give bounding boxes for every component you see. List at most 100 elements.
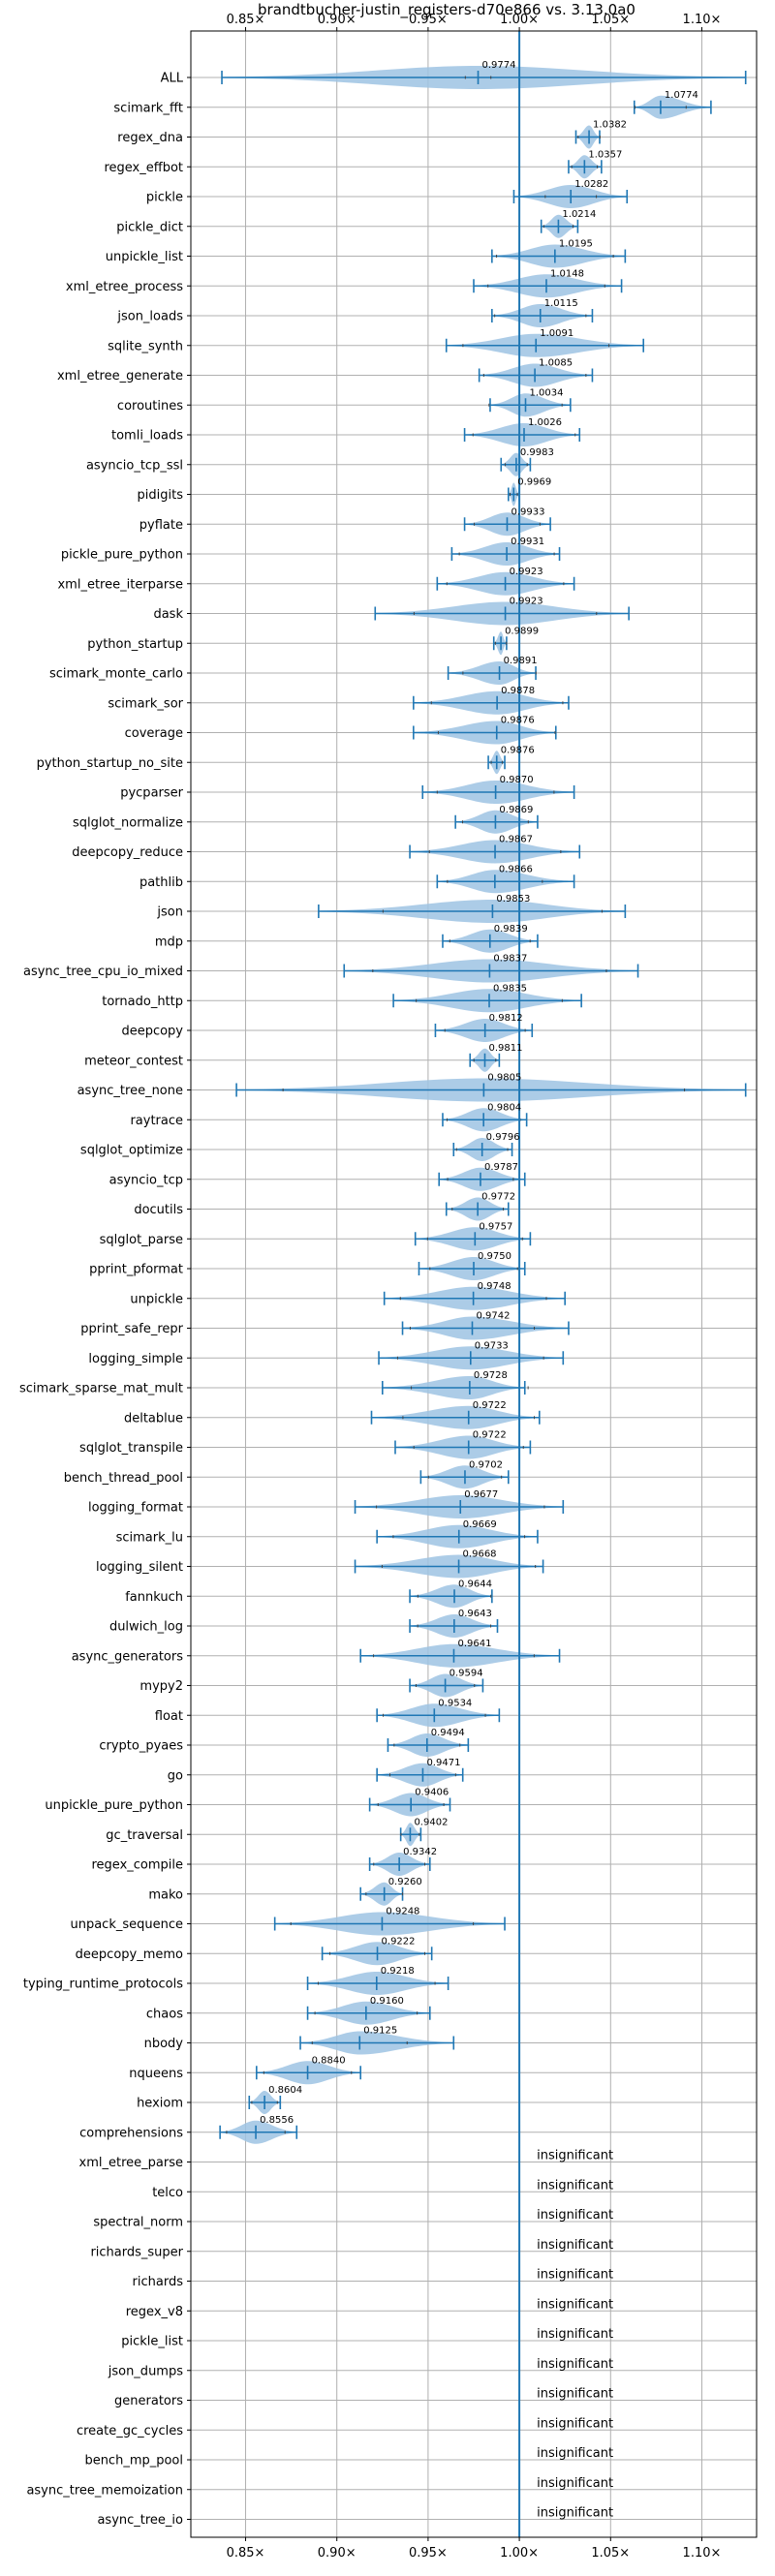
value-label: 0.9853 — [496, 894, 530, 905]
y-tick-label: typing_runtime_protocols — [23, 1978, 183, 1992]
y-tick-label: xml_etree_process — [66, 280, 183, 294]
x-tick-label-bottom: 1.00× — [500, 2546, 539, 2561]
value-label: 0.9931 — [511, 537, 544, 547]
value-label: 0.9867 — [499, 835, 533, 845]
x-tick-label-top: 0.85× — [227, 13, 265, 27]
y-tick-label: create_gc_cycles — [77, 2424, 183, 2438]
y-tick-label: pidigits — [138, 488, 184, 503]
value-label: 1.0282 — [574, 179, 608, 190]
y-tick-label: deepcopy_memo — [76, 1947, 183, 1962]
y-tick-label: unpack_sequence — [70, 1917, 183, 1932]
value-label: 0.9218 — [381, 1966, 415, 1977]
x-tick-label-bottom: 1.10× — [683, 2546, 722, 2561]
value-label: 0.9402 — [414, 1817, 448, 1827]
y-tick-label: python_startup — [87, 637, 183, 652]
y-tick-label: nbody — [144, 2037, 184, 2051]
y-tick-label: regex_v8 — [126, 2305, 183, 2319]
y-tick-label: sqlglot_parse — [100, 1233, 183, 1247]
y-tick-label: pickle_list — [121, 2335, 183, 2349]
y-tick-label: meteor_contest — [84, 1054, 183, 1068]
insignificant-label: insignificant — [537, 2387, 613, 2402]
y-tick-label: unpickle_pure_python — [45, 1798, 183, 1813]
y-tick-label: asyncio_tcp — [109, 1173, 183, 1187]
y-tick-label: bench_thread_pool — [64, 1471, 183, 1486]
y-tick-label: async_tree_memoization — [26, 2483, 183, 2498]
value-label: 0.9933 — [511, 506, 544, 517]
y-tick-label: pickle — [146, 191, 183, 205]
value-label: 0.8840 — [312, 2055, 346, 2066]
insignificant-label: insignificant — [537, 2208, 613, 2223]
y-tick-label: coroutines — [117, 399, 183, 414]
y-tick-label: mako — [148, 1887, 183, 1902]
x-tick-labels: 0.85× 0.85× 0.90× 0.90× 0.95× 0.95× 1.00× 1.00×… — [227, 13, 722, 2561]
y-tick-label: deltablue — [124, 1411, 183, 1426]
value-label: 0.9742 — [476, 1311, 510, 1322]
y-tick-label: regex_effbot — [104, 161, 183, 175]
value-label: 1.0034 — [530, 387, 564, 398]
y-tick-label: tomli_loads — [111, 429, 183, 444]
y-tick-label: json — [156, 905, 183, 920]
value-label: 0.9899 — [505, 626, 539, 636]
value-label: 0.9891 — [504, 656, 538, 666]
x-tick-label-top: 0.90× — [318, 13, 356, 27]
value-label: 1.0214 — [562, 209, 596, 220]
value-label: 0.9702 — [469, 1459, 503, 1470]
y-tick-label: logging_simple — [88, 1352, 183, 1366]
value-label: 0.9866 — [499, 864, 533, 874]
value-label: 0.9594 — [450, 1669, 483, 1679]
y-tick-label: xml_etree_iterparse — [57, 577, 183, 592]
y-tick-label: richards_super — [90, 2245, 183, 2259]
value-label: 0.9983 — [520, 447, 554, 458]
y-tick-label: ALL — [161, 72, 184, 86]
y-tick-label: unpickle — [130, 1292, 183, 1306]
value-label: 0.9811 — [488, 1043, 522, 1054]
y-tick-label: async_tree_cpu_io_mixed — [23, 965, 183, 979]
value-label: 0.9728 — [474, 1370, 508, 1381]
value-label: 0.9804 — [487, 1102, 521, 1113]
y-tick-label: pprint_safe_repr — [80, 1322, 183, 1336]
value-label: 0.9757 — [479, 1221, 512, 1232]
y-tick-label: json_dumps — [108, 2364, 183, 2378]
y-tick-label: coverage — [125, 726, 183, 741]
insignificant-label: insignificant — [537, 2357, 613, 2372]
x-tick-label-bottom: 1.05× — [591, 2546, 630, 2561]
y-tick-label: dask — [153, 607, 183, 622]
insignificant-label: insignificant — [537, 2446, 613, 2461]
y-tick-label: xml_etree_generate — [57, 369, 183, 383]
value-label: 0.9406 — [415, 1788, 449, 1798]
value-label: 0.9125 — [363, 2026, 397, 2037]
y-tick-label: pickle_pure_python — [61, 548, 183, 563]
y-tick-label: scimark_fft — [113, 101, 183, 115]
value-label: 1.0026 — [528, 417, 562, 428]
y-tick-label: asyncio_tcp_ssl — [86, 458, 183, 473]
value-label: 0.9870 — [500, 775, 534, 785]
x-tick-label-top: 1.00× — [500, 13, 539, 27]
value-label: 1.0115 — [544, 298, 578, 309]
y-tick-label: scimark_monte_carlo — [49, 667, 183, 682]
y-tick-label: generators — [114, 2394, 183, 2408]
y-tick-label: pathlib — [140, 875, 183, 890]
value-label: 0.9748 — [478, 1281, 512, 1292]
value-label: 0.9812 — [489, 1013, 523, 1024]
y-tick-label: async_tree_none — [78, 1084, 183, 1098]
y-tick-label: sqlglot_optimize — [80, 1144, 183, 1158]
y-tick-label: tornado_http — [102, 995, 183, 1009]
y-tick-label: mdp — [155, 935, 183, 949]
value-label: 0.9722 — [473, 1430, 507, 1441]
y-tick-label: pycparser — [120, 786, 183, 801]
value-label: 0.9669 — [463, 1519, 497, 1530]
y-tick-label: logging_format — [88, 1501, 183, 1516]
violins — [219, 66, 747, 2144]
insignificant-label: insignificant — [537, 2178, 613, 2193]
value-label: 0.9923 — [510, 597, 543, 607]
x-tick-label-top: 1.10× — [683, 13, 722, 27]
y-tick-label: gc_traversal — [106, 1828, 183, 1843]
value-label: 0.9869 — [499, 805, 533, 815]
value-labels: 0.9774 1.0774 1.0382 1.0357 1.0282 1.0214 1.01… — [260, 60, 698, 2521]
y-tick-label: python_startup_no_site — [37, 756, 183, 771]
value-label: 0.9750 — [478, 1251, 512, 1262]
y-tick-label: comprehensions — [79, 2126, 183, 2140]
insignificant-label: insignificant — [537, 2268, 613, 2283]
y-tick-label: async_generators — [72, 1649, 184, 1664]
insignificant-label: insignificant — [537, 2327, 613, 2342]
